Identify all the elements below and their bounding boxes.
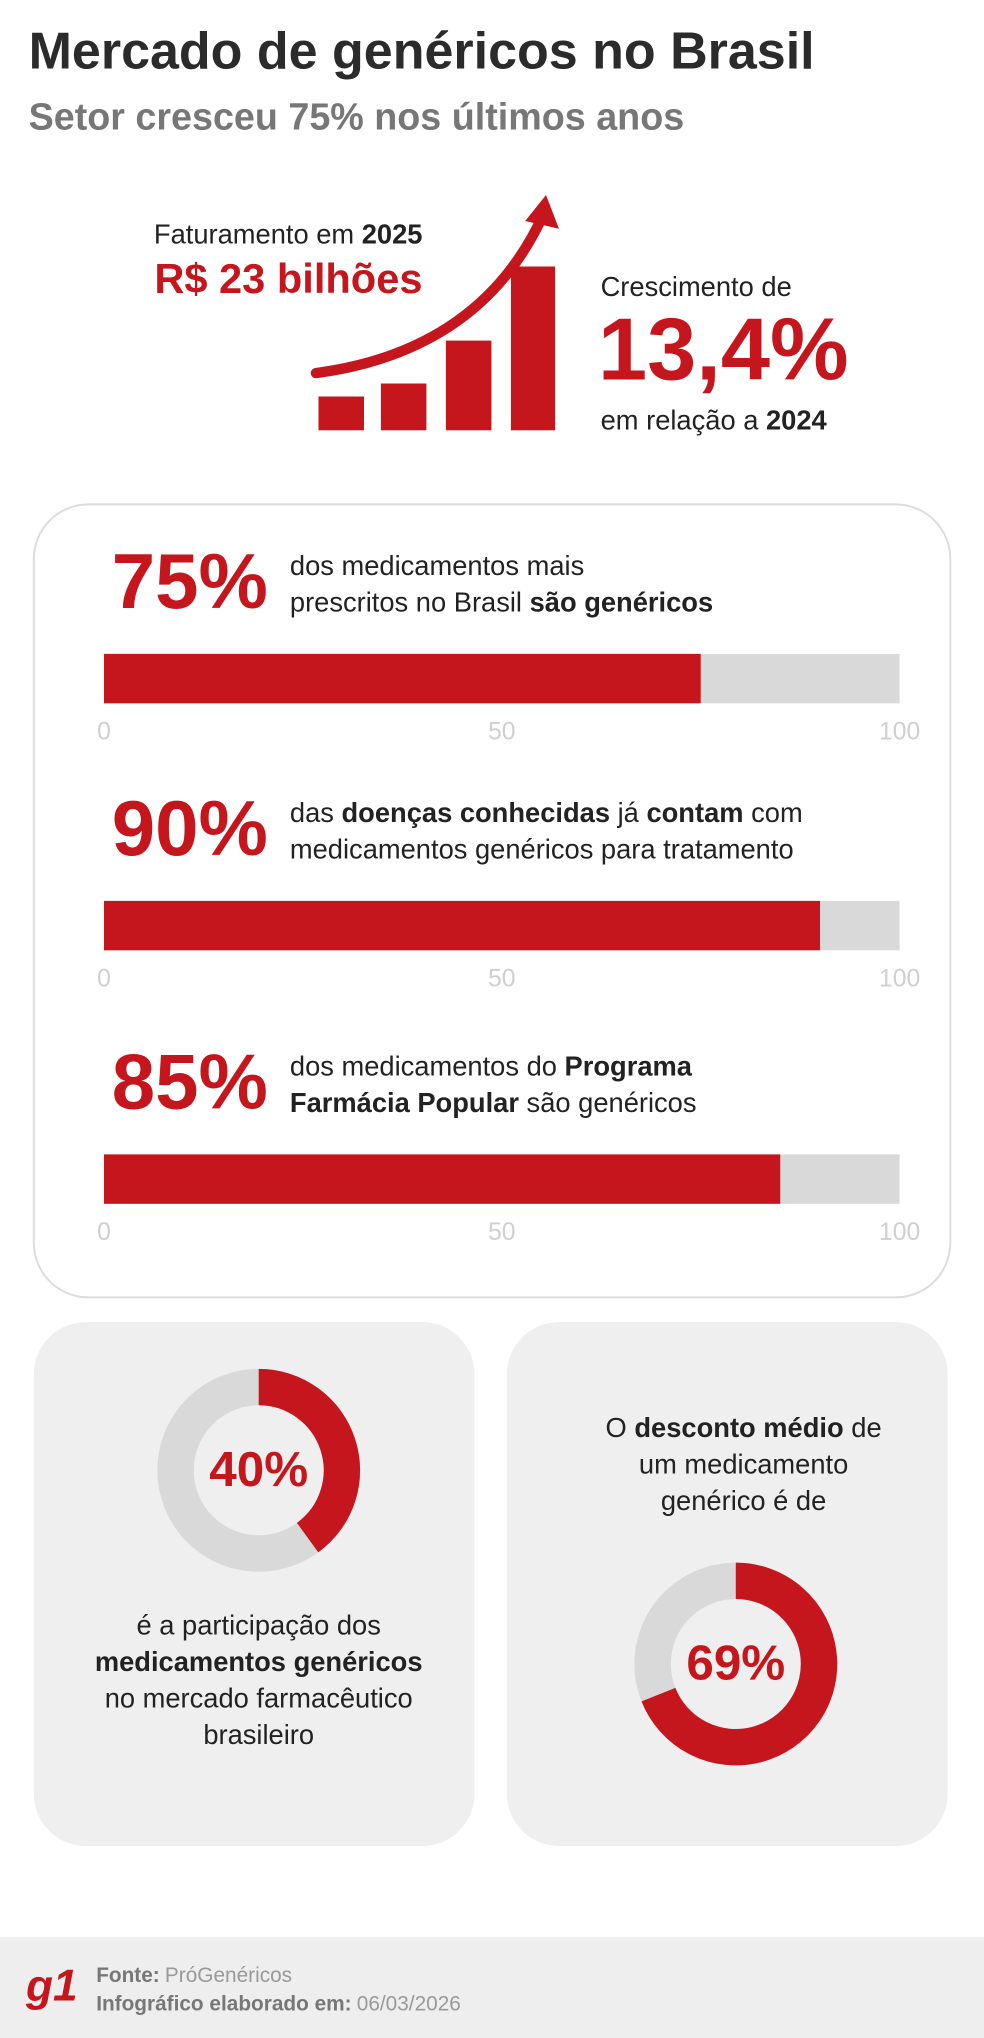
text-segment: já: [610, 797, 646, 828]
text-segment: O: [606, 1412, 635, 1443]
text-segment: em relação a: [601, 405, 766, 436]
text-segment: com: [744, 797, 803, 828]
date-value: 06/03/2026: [357, 1992, 461, 2015]
donut-panel: [33, 1322, 475, 1846]
growth-icon: [310, 195, 559, 431]
text-segment: são genéricos: [519, 1087, 697, 1118]
text-segment: um medicamento: [639, 1449, 848, 1480]
caption: medicamentos genéricos: [95, 1646, 423, 1677]
text-segment: 2025: [362, 219, 423, 250]
text-segment: é a participação dos: [137, 1610, 381, 1641]
description: das doenças conhecidas já contam com: [290, 797, 803, 828]
icon-bar: [510, 266, 556, 431]
value-label: 75%: [112, 537, 268, 625]
source: Fonte: PróGenéricos: [96, 1963, 292, 1986]
text-segment: dos medicamentos do: [290, 1051, 565, 1082]
caption: brasileiro: [203, 1719, 314, 1750]
text-segment: Faturamento em: [154, 219, 362, 250]
title: Mercado de genéricos no Brasil: [29, 22, 815, 80]
donut-arc: [641, 1562, 838, 1766]
icon-arrow: [310, 209, 549, 379]
caption: O desconto médio de: [606, 1412, 882, 1443]
text-segment: desconto médio: [634, 1412, 843, 1443]
caption: no mercado farmacêutico: [105, 1683, 413, 1714]
source-label: Fonte:: [96, 1963, 160, 1986]
bar: [104, 1154, 781, 1204]
text-segment: genérico é de: [661, 1485, 826, 1516]
date-label: Infográfico elaborado em:: [96, 1992, 351, 2015]
description: Farmácia Popular são genéricos: [290, 1087, 697, 1118]
x-tick-label: 50: [488, 1219, 515, 1246]
footer-band: [0, 1936, 984, 2038]
bar: [104, 653, 701, 704]
x-tick-label: 0: [97, 719, 111, 746]
value-label: 40%: [209, 1442, 308, 1497]
x-tick-label: 100: [879, 719, 920, 746]
text-segment: Farmácia Popular: [290, 1087, 519, 1118]
caption: é a participação dos: [137, 1610, 381, 1641]
description: dos medicamentos mais: [290, 550, 584, 581]
text-segment: doenças conhecidas: [342, 797, 611, 828]
bar: [104, 900, 821, 951]
text-segment: são genéricos: [530, 587, 714, 618]
x-tick-label: 50: [488, 966, 515, 993]
value-label: 85%: [112, 1038, 268, 1126]
revenue: R$ 23 bilhões: [154, 255, 422, 302]
x-tick-label: 100: [879, 1219, 920, 1246]
text-segment: prescritos no Brasil: [290, 587, 530, 618]
description: medicamentos genéricos para tratamento: [290, 834, 794, 865]
growth-label: Crescimento de: [601, 271, 792, 302]
date: Infográfico elaborado em: 06/03/2026: [96, 1992, 461, 2015]
subtitle: Setor cresceu 75% nos últimos anos: [29, 96, 685, 138]
x-tick-label: 0: [97, 1219, 111, 1246]
logo: g1: [25, 1962, 78, 2011]
source-value: PróGenéricos: [165, 1963, 292, 1986]
x-tick-label: 0: [97, 966, 111, 993]
content: Mercado de genéricos no Brasil Setor cres…: [0, 22, 984, 2038]
text-segment: brasileiro: [203, 1719, 314, 1750]
text-segment: das: [290, 797, 342, 828]
text-segment: medicamentos genéricos: [95, 1646, 423, 1677]
revenue-label: Faturamento em 2025: [154, 219, 423, 250]
value-label: 90%: [112, 784, 268, 872]
donut-arc: [258, 1368, 361, 1553]
description: prescritos no Brasil são genéricos: [290, 587, 713, 618]
icon-bar: [445, 340, 492, 431]
description: dos medicamentos do Programa: [290, 1051, 693, 1082]
text-segment: Programa: [565, 1051, 693, 1082]
x-tick-label: 50: [488, 719, 515, 746]
caption: genérico é de: [661, 1485, 826, 1516]
growth-note: em relação a 2024: [601, 405, 828, 436]
text-segment: no mercado farmacêutico: [105, 1683, 413, 1714]
icon-arrowhead: [525, 195, 559, 229]
text-segment: contam: [646, 797, 743, 828]
x-tick-label: 100: [879, 966, 920, 993]
icon-bar: [380, 383, 427, 431]
caption: um medicamento: [639, 1449, 848, 1480]
text-segment: medicamentos genéricos para tratamento: [290, 834, 794, 865]
icon-bar: [318, 396, 364, 431]
growth: 13,4%: [598, 300, 849, 399]
text-segment: dos medicamentos mais: [290, 550, 584, 581]
value-label: 69%: [686, 1636, 785, 1691]
text-segment: 2024: [766, 405, 828, 436]
text-segment: de: [844, 1412, 882, 1443]
